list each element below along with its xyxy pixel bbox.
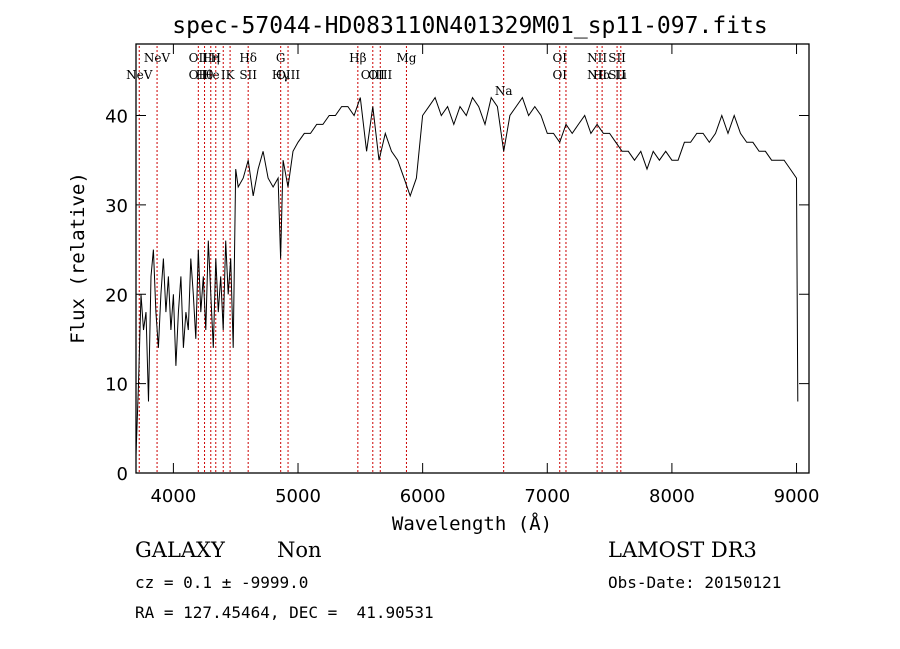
survey-name: LAMOST DR3	[608, 538, 757, 562]
spectral-line-label: Hθ	[196, 68, 214, 82]
object-class: GALAXY	[135, 538, 225, 562]
spectral-line-label: OI	[552, 68, 567, 82]
x-tick-label: 6000	[400, 486, 446, 507]
spectral-line-label: OII	[189, 68, 209, 82]
y-tick-label: 30	[105, 196, 128, 217]
spectral-line-label: OIII	[361, 68, 385, 82]
x-tick-label: 5000	[275, 486, 321, 507]
redshift-value: cz = 0.1 ± -9999.0	[135, 573, 309, 592]
x-tick-label: 7000	[524, 486, 570, 507]
spectral-line-label: Hη	[202, 51, 220, 65]
x-axis-label: Wavelength (Å)	[392, 512, 552, 535]
spectral-line-label: Na	[495, 84, 513, 98]
y-tick-label: 10	[105, 375, 128, 396]
spectral-line-label: SII	[608, 51, 626, 65]
spectral-line-label: He	[202, 68, 220, 82]
y-tick-label: 0	[117, 464, 128, 485]
spectral-line-label: OIII	[276, 68, 300, 82]
spectral-line-label: NeV	[144, 51, 171, 65]
y-tick-label: 40	[105, 107, 128, 128]
spectral-line-label: NII	[587, 51, 607, 65]
coordinates: RA = 127.45464, DEC = 41.90531	[135, 603, 434, 622]
spectral-line-label: Hδ	[239, 51, 257, 65]
spectral-line-label: Hγ	[272, 68, 290, 82]
x-tick-label: 9000	[774, 486, 820, 507]
spectral-line-label: Mg	[396, 51, 416, 65]
spectral-line-label: SII	[239, 68, 257, 82]
plot-frame	[135, 43, 810, 474]
spectral-line-label: OII	[189, 51, 209, 65]
spectral-line-label: Hα	[593, 68, 612, 82]
y-tick-label: 20	[105, 285, 128, 306]
spectral-line-label: Hβ	[349, 51, 366, 65]
spectral-line-label: NeV	[126, 68, 153, 82]
spectral-line-label: Li	[615, 68, 627, 82]
spectral-line-label: OI	[552, 51, 567, 65]
spectral-line-label: K	[226, 68, 236, 82]
spectral-line-label: G	[276, 51, 286, 65]
axis-ticks: 4000 5000 6000 7000 8000 9000 0 10 20 30 40	[105, 44, 819, 507]
spectrum-line	[135, 96, 799, 456]
x-tick-label: 8000	[649, 486, 695, 507]
y-axis-label: Flux (relative)	[67, 172, 89, 344]
spectral-line-label: H	[211, 51, 221, 65]
spectral-line-label: SII	[608, 68, 626, 82]
observation-date: Obs-Date: 20150121	[608, 573, 782, 592]
object-subclass: Non	[277, 538, 322, 562]
spectral-line-label: I	[221, 68, 226, 82]
x-tick-label: 4000	[150, 486, 196, 507]
spectral-line-label: OIII	[368, 68, 392, 82]
chart-title: spec-57044-HD083110N401329M01_sp11-097.f…	[172, 13, 767, 39]
